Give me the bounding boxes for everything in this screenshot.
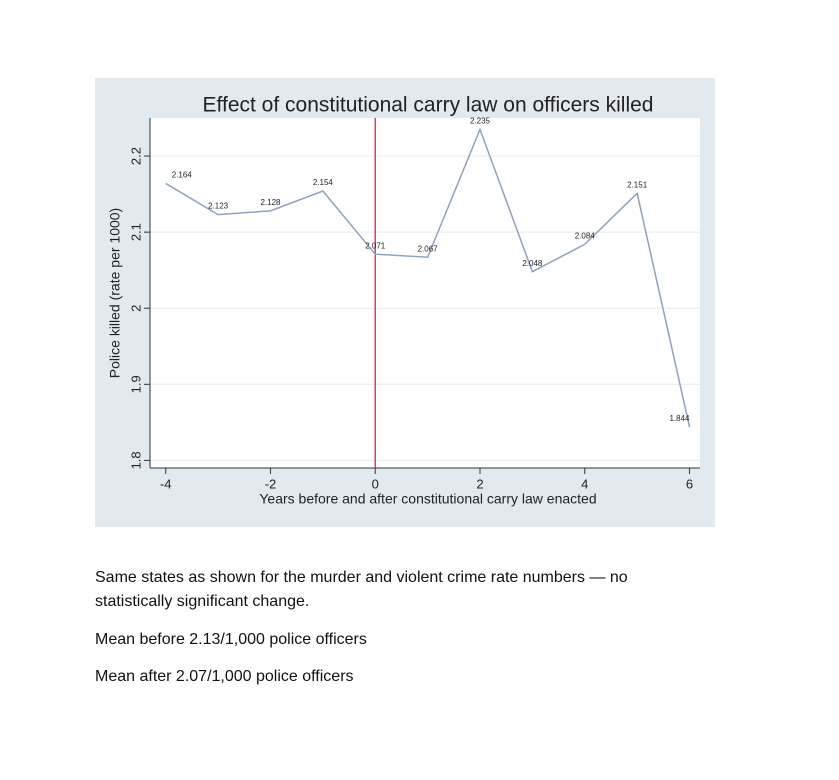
chart: Effect of constitutional carry law on of… xyxy=(95,78,715,527)
paragraph: Same states as shown for the murder and … xyxy=(95,569,628,610)
x-tick-label: 2 xyxy=(476,476,483,491)
x-tick-label: -2 xyxy=(265,476,277,491)
y-axis-label: Police killed (rate per 1000) xyxy=(107,208,123,378)
data-label: 1.844 xyxy=(669,414,690,423)
x-tick-label: 0 xyxy=(372,476,379,491)
data-line xyxy=(165,127,691,428)
chart-title: Effect of constitutional carry law on of… xyxy=(203,94,654,117)
y-tick-label: 2.2 xyxy=(128,147,143,165)
y-tick-label: 1.8 xyxy=(128,451,143,469)
data-label: 2.151 xyxy=(627,180,648,189)
y-tick-label: 2.1 xyxy=(128,223,143,241)
data-label: 2.084 xyxy=(575,231,596,240)
data-label: 2.123 xyxy=(208,202,229,211)
y-tick-label: 1.9 xyxy=(128,375,143,393)
x-tick-label: 6 xyxy=(686,476,693,491)
data-label: 2.164 xyxy=(172,171,193,180)
x-tick-label: -4 xyxy=(160,476,172,491)
data-label: 2.071 xyxy=(365,241,386,250)
data-label: 2.154 xyxy=(313,178,334,187)
data-label: 2.048 xyxy=(522,259,543,268)
data-label: 2.235 xyxy=(470,117,491,126)
data-label: 2.067 xyxy=(418,244,439,253)
paragraph: Mean before 2.13/1,000 police officers xyxy=(95,631,367,648)
x-tick-label: 4 xyxy=(581,476,588,491)
x-axis-label: Years before and after constitutional ca… xyxy=(259,491,596,507)
paragraph: Mean after 2.07/1,000 police officers xyxy=(95,668,354,685)
y-tick-label: 2 xyxy=(128,305,143,312)
plot-area xyxy=(150,118,700,468)
data-label: 2.128 xyxy=(260,198,281,207)
